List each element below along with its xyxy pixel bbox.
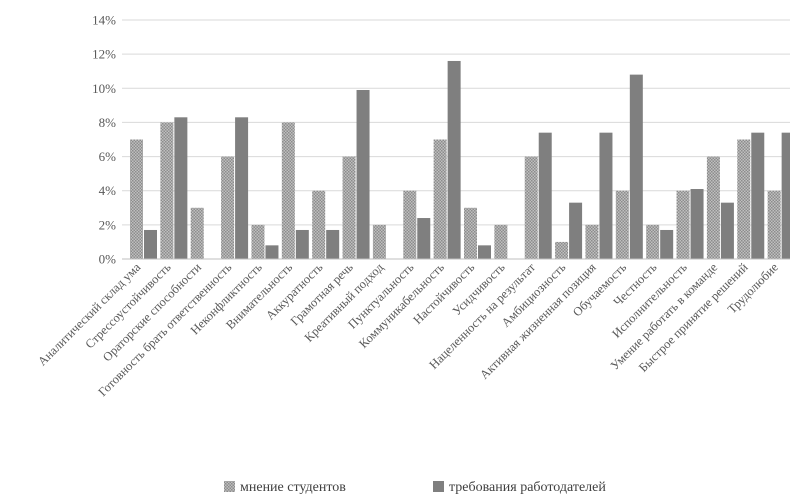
bar-students xyxy=(312,190,326,259)
bar-employers xyxy=(144,229,157,259)
bar-students xyxy=(646,224,660,259)
bar-students xyxy=(130,139,143,259)
y-tick-label: 14% xyxy=(92,13,116,28)
legend-swatch-employers xyxy=(433,481,444,492)
bar-employers xyxy=(235,117,249,259)
y-tick-label: 12% xyxy=(92,47,116,62)
bar-students xyxy=(585,224,599,259)
bar-students xyxy=(555,241,569,259)
bar-employers xyxy=(295,229,309,259)
bar-employers xyxy=(174,117,188,259)
bar-employers xyxy=(265,245,279,259)
bar-students xyxy=(676,190,690,259)
bar-students xyxy=(221,156,235,259)
legend-swatch-students xyxy=(224,481,235,492)
y-tick-label: 2% xyxy=(99,217,117,232)
bar-students xyxy=(251,224,265,259)
bar-students xyxy=(372,224,386,259)
bar-students xyxy=(767,190,781,259)
bar-employers xyxy=(538,132,552,259)
y-tick-label: 6% xyxy=(99,149,117,164)
bar-employers xyxy=(781,132,790,259)
bar-students xyxy=(190,207,204,259)
bar-employers xyxy=(478,245,491,259)
y-tick-label: 10% xyxy=(92,81,116,96)
bar-employers xyxy=(751,132,765,259)
bar-employers xyxy=(417,218,431,259)
bar-students xyxy=(737,139,751,259)
y-tick-label: 0% xyxy=(99,252,117,267)
bar-employers xyxy=(356,89,370,259)
bar-students xyxy=(160,122,174,259)
bar-employers xyxy=(720,202,734,259)
bar-students xyxy=(342,156,356,259)
legend-label-employers: требования работодателей xyxy=(449,480,606,495)
y-axis-ticks: 0% 2% 4% 6% 8% 10% 12% 14% xyxy=(92,13,116,267)
bar-students xyxy=(281,122,295,259)
bar-employers xyxy=(629,74,643,259)
x-axis-labels: Аналитический склад умаСтрессоустойчивос… xyxy=(35,260,781,399)
bar-employers xyxy=(690,189,704,259)
bar-employers xyxy=(569,202,583,259)
bar-students xyxy=(615,190,629,259)
bar-employers xyxy=(599,132,613,259)
bar-employers xyxy=(447,60,461,259)
y-tick-label: 8% xyxy=(99,115,117,130)
bars xyxy=(130,60,790,259)
y-tick-label: 4% xyxy=(99,183,117,198)
bar-students xyxy=(433,139,447,259)
bar-students xyxy=(403,190,417,259)
bar-students xyxy=(524,156,538,259)
legend-label-students: мнение студентов xyxy=(240,480,346,495)
bar-students xyxy=(464,207,477,259)
bar-students xyxy=(494,224,508,259)
legend: мнение студентов требования работодателе… xyxy=(224,480,606,495)
bar-students xyxy=(706,156,720,259)
bar-employers xyxy=(326,229,340,259)
bar-employers xyxy=(660,229,674,259)
